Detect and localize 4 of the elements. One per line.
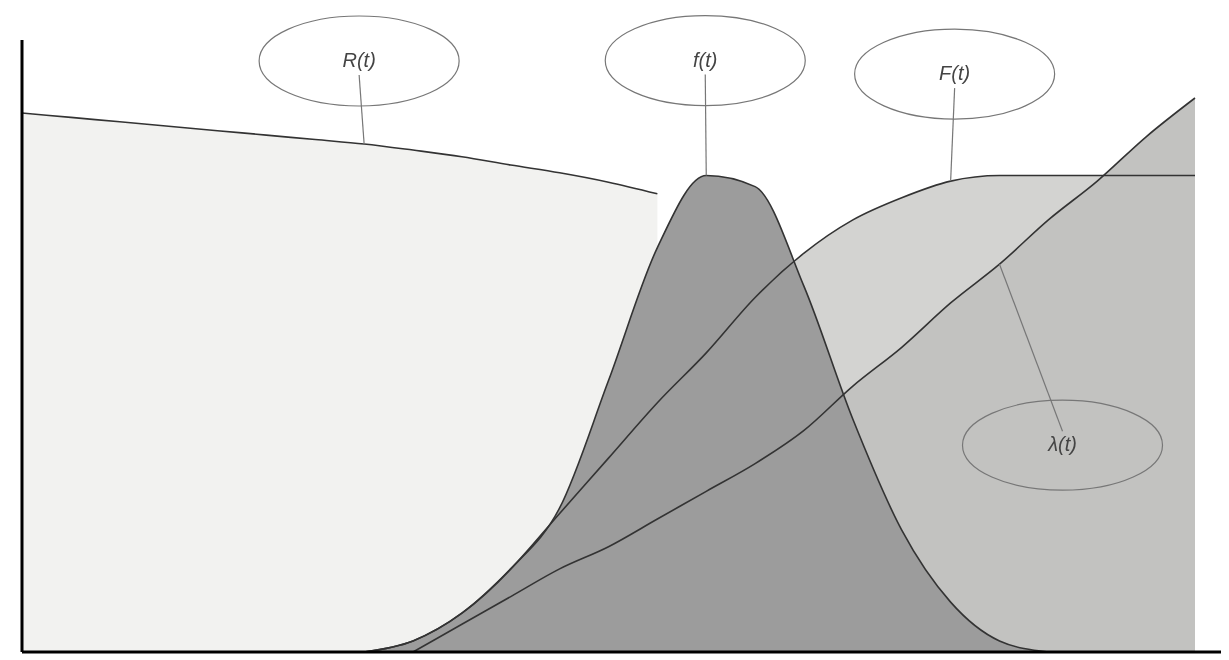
- text: R(t): [342, 48, 376, 71]
- text: f(t): [693, 48, 718, 71]
- text: F(t): [939, 62, 971, 85]
- series-label: λ(t): [1047, 433, 1077, 456]
